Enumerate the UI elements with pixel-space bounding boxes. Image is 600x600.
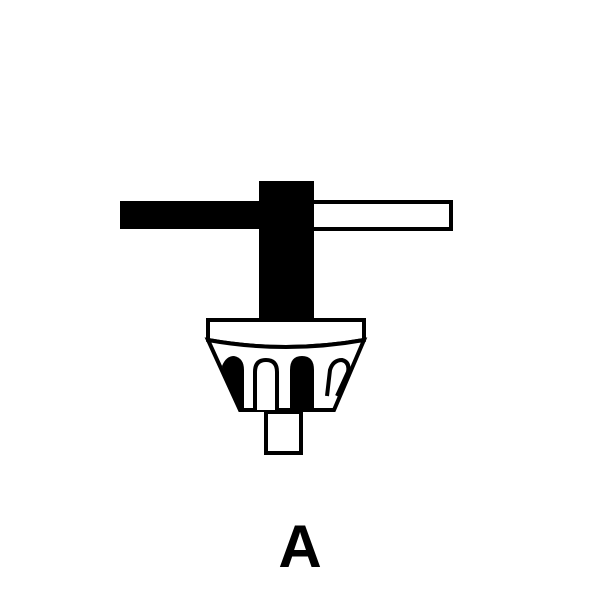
- gear-body: [204, 337, 368, 412]
- gear-tooth: [222, 356, 244, 410]
- handle-right-bar: [309, 200, 453, 231]
- pilot-tip: [264, 410, 303, 455]
- figure-caption: A: [278, 513, 322, 580]
- gear-tooth: [253, 357, 279, 410]
- handle-left-bar: [120, 201, 262, 229]
- gear-tooth: [290, 356, 314, 410]
- gear-tooth: [325, 357, 351, 397]
- key-shaft: [259, 181, 314, 322]
